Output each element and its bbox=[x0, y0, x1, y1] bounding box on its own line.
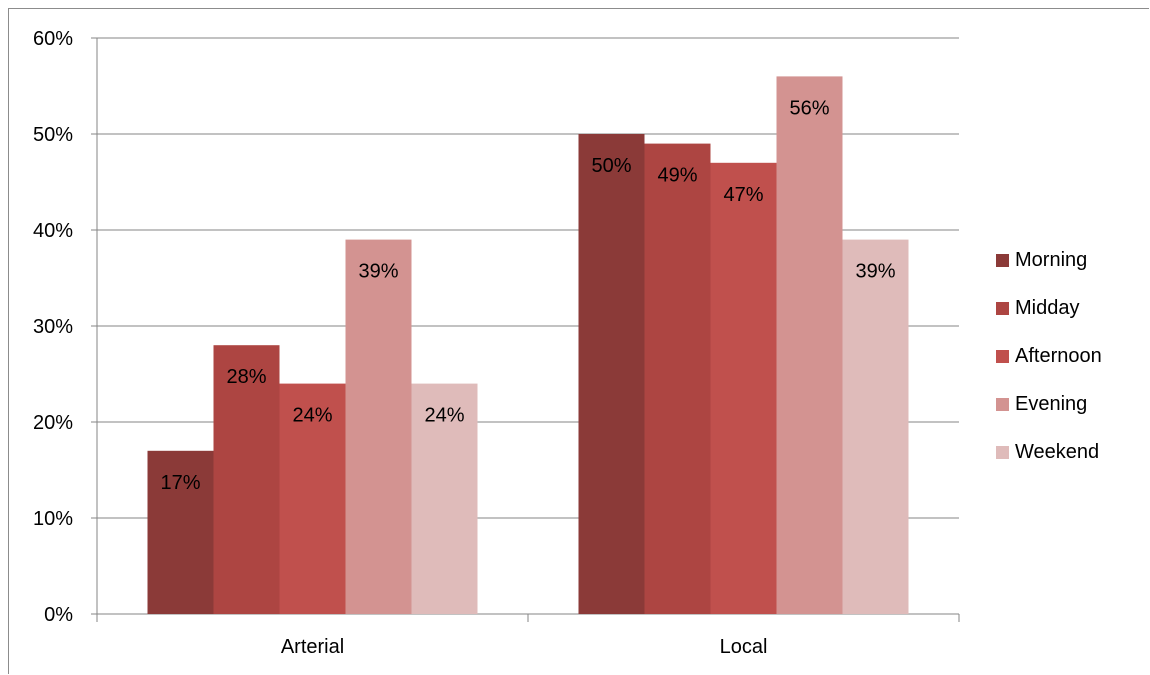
data-labels: 17% 28% 24% 39% 24% 50% 49% 47% 56% 39% bbox=[160, 97, 895, 493]
axes: 0% 10% 20% 30% 40% 50% 60% Arterial Local bbox=[33, 28, 960, 658]
legend-label: Morning bbox=[1015, 248, 1088, 271]
legend-label: Evening bbox=[1015, 392, 1088, 415]
data-label: 56% bbox=[789, 97, 829, 119]
bar-morning-arterial bbox=[147, 450, 214, 614]
bar-midday-arterial bbox=[213, 345, 280, 614]
y-tick-label: 30% bbox=[33, 316, 73, 338]
data-label: 39% bbox=[358, 261, 398, 283]
legend-label: Afternoon bbox=[1015, 344, 1102, 367]
legend-swatch bbox=[996, 253, 1009, 267]
y-tick-label: 50% bbox=[33, 124, 73, 146]
chart-frame bbox=[8, 8, 1149, 674]
data-label: 50% bbox=[591, 155, 631, 177]
legend-swatch bbox=[996, 349, 1009, 363]
bar-weekend-arterial bbox=[411, 383, 478, 614]
legend-item: Weekend bbox=[996, 428, 1102, 476]
legend-label: Weekend bbox=[1015, 440, 1100, 463]
x-tick-label: Arterial bbox=[281, 636, 344, 658]
legend-swatch bbox=[996, 397, 1009, 411]
bars bbox=[147, 76, 909, 615]
data-label: 24% bbox=[292, 405, 332, 427]
legend-swatch bbox=[996, 301, 1009, 315]
bar-afternoon-local bbox=[710, 162, 777, 615]
bar-morning-local bbox=[578, 134, 645, 614]
legend-item: Midday bbox=[996, 284, 1102, 332]
bar-evening-arterial bbox=[345, 239, 412, 614]
data-label: 24% bbox=[424, 405, 464, 427]
bar-evening-local bbox=[776, 76, 843, 614]
data-label: 28% bbox=[226, 366, 266, 388]
legend-item: Afternoon bbox=[996, 332, 1102, 380]
data-label: 39% bbox=[855, 261, 895, 283]
legend-label: Midday bbox=[1015, 296, 1080, 319]
data-label: 49% bbox=[657, 165, 697, 187]
legend: Morning Midday Afternoon Evening Weekend bbox=[996, 236, 1102, 476]
legend-item: Evening bbox=[996, 380, 1102, 428]
y-tick-label: 60% bbox=[33, 28, 73, 50]
x-tick-label: Local bbox=[720, 636, 768, 658]
bar-weekend-local bbox=[842, 239, 909, 614]
bar-afternoon-arterial bbox=[279, 383, 346, 614]
y-tick-label: 20% bbox=[33, 412, 73, 434]
data-label: 17% bbox=[160, 472, 200, 494]
legend-swatch bbox=[996, 445, 1009, 459]
y-tick-label: 0% bbox=[44, 604, 73, 626]
y-tick-label: 10% bbox=[33, 508, 73, 530]
data-label: 47% bbox=[723, 184, 763, 206]
legend-item: Morning bbox=[996, 236, 1102, 284]
y-tick-label: 40% bbox=[33, 220, 73, 242]
bar-midday-local bbox=[644, 143, 711, 614]
